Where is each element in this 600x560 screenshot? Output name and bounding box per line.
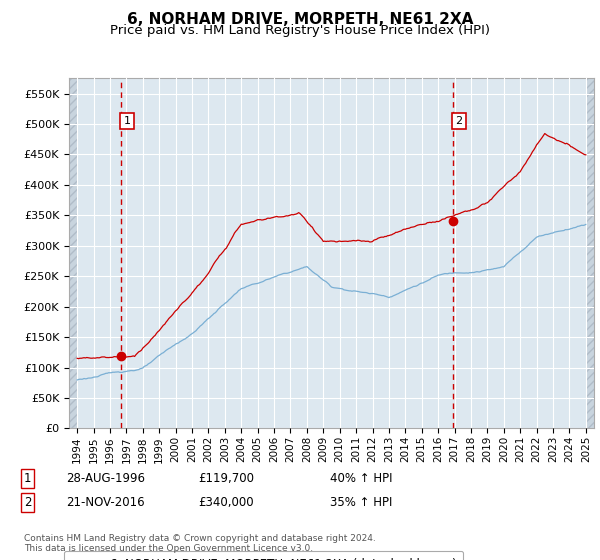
Text: 2: 2 bbox=[455, 116, 463, 126]
Text: 2: 2 bbox=[24, 496, 32, 509]
Text: Contains HM Land Registry data © Crown copyright and database right 2024.
This d: Contains HM Land Registry data © Crown c… bbox=[24, 534, 376, 553]
Text: 35% ↑ HPI: 35% ↑ HPI bbox=[330, 496, 392, 509]
Text: £340,000: £340,000 bbox=[198, 496, 254, 509]
Text: £119,700: £119,700 bbox=[198, 472, 254, 486]
Text: 28-AUG-1996: 28-AUG-1996 bbox=[66, 472, 145, 486]
Text: Price paid vs. HM Land Registry's House Price Index (HPI): Price paid vs. HM Land Registry's House … bbox=[110, 24, 490, 37]
Legend: 6, NORHAM DRIVE, MORPETH, NE61 2XA (detached house), HPI: Average price, detache: 6, NORHAM DRIVE, MORPETH, NE61 2XA (deta… bbox=[64, 551, 463, 560]
Text: 21-NOV-2016: 21-NOV-2016 bbox=[66, 496, 145, 509]
Text: 1: 1 bbox=[124, 116, 130, 126]
Text: 1: 1 bbox=[24, 472, 32, 486]
Text: 6, NORHAM DRIVE, MORPETH, NE61 2XA: 6, NORHAM DRIVE, MORPETH, NE61 2XA bbox=[127, 12, 473, 27]
Text: 40% ↑ HPI: 40% ↑ HPI bbox=[330, 472, 392, 486]
